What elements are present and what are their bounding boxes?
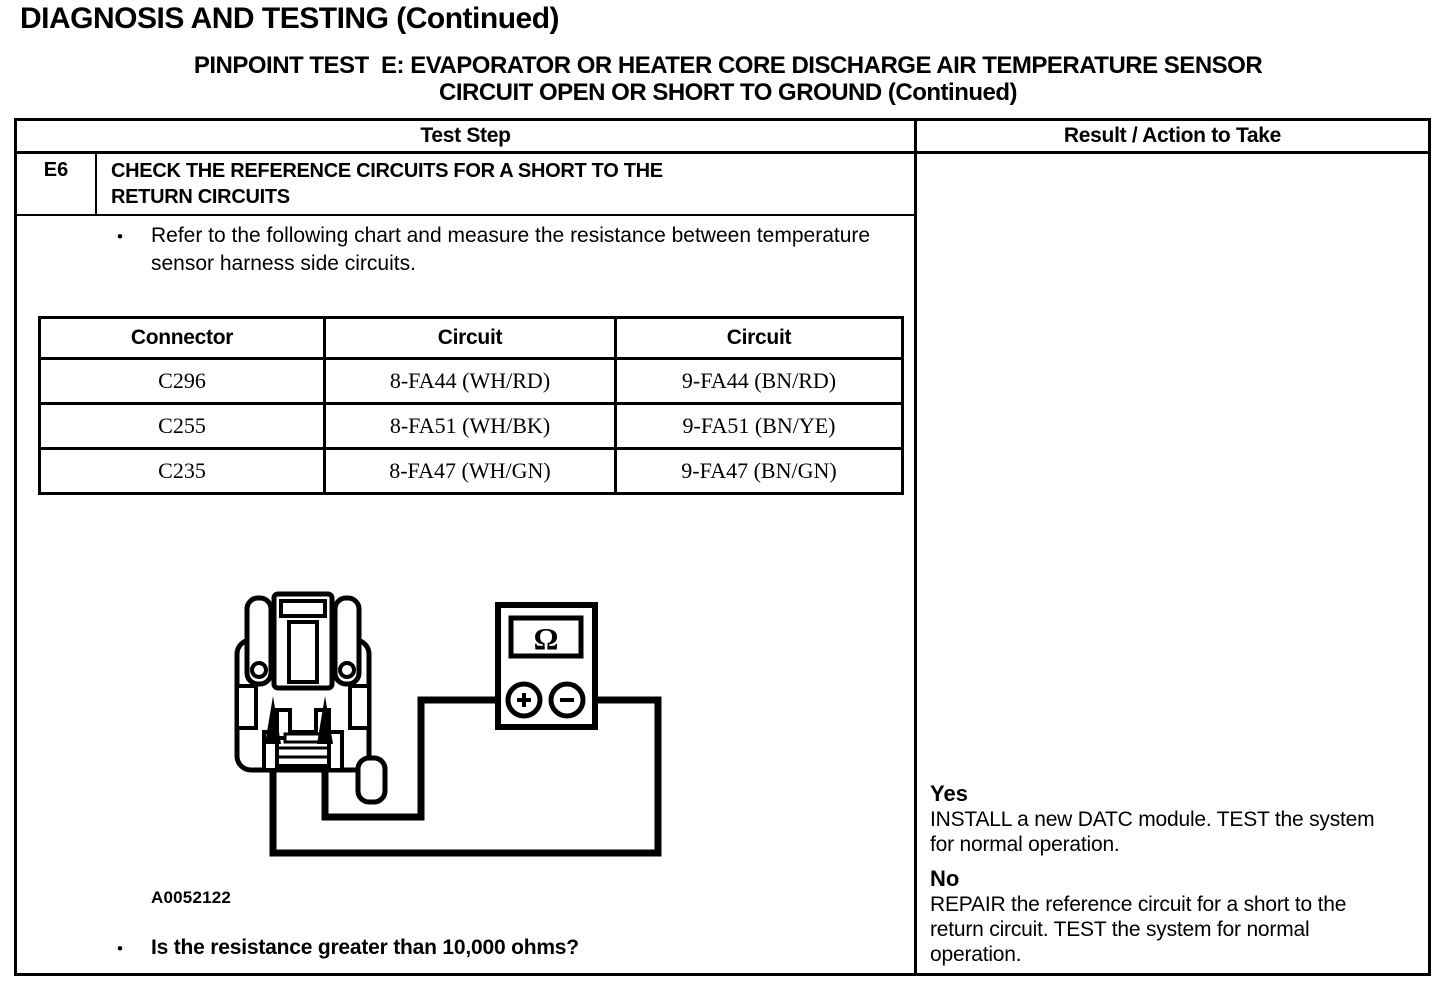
- chart-header-row: Connector Circuit Circuit: [38, 316, 904, 360]
- negative-lead-wire: [269, 696, 662, 857]
- instruction-item: • Refer to the following chart and measu…: [17, 222, 919, 278]
- question-text: Is the resistance greater than 10,000 oh…: [151, 936, 579, 959]
- no-label: No: [930, 866, 960, 891]
- test-probe-left: [265, 696, 281, 744]
- test-step-column: Test Step E6 CHECK THE REFERENCE CIRCUIT…: [17, 121, 917, 973]
- chart-header-circuit-1: Circuit: [323, 316, 617, 360]
- yes-label: Yes: [930, 781, 968, 806]
- measurement-diagram: Ω: [234, 591, 662, 857]
- result-body: Yes INSTALL a new DATC module. TEST the …: [917, 154, 1428, 973]
- test-probe-right: [317, 696, 333, 744]
- bullet-icon: •: [117, 227, 123, 246]
- section-title: PINPOINT TEST E: EVAPORATOR OR HEATER CO…: [0, 52, 1456, 106]
- step-heading-row: E6 CHECK THE REFERENCE CIRCUITS FOR A SH…: [17, 154, 914, 216]
- chart-cell: C296: [38, 357, 326, 405]
- bullet-icon: •: [117, 939, 123, 958]
- step-title: CHECK THE REFERENCE CIRCUITS FOR A SHORT…: [111, 160, 663, 208]
- resistance-chart: Connector Circuit Circuit C296 8-FA44 (W…: [38, 316, 904, 495]
- plus-icon: [517, 693, 531, 707]
- chart-cell: 9-FA44 (BN/RD): [614, 357, 904, 405]
- positive-lead-wire: [321, 696, 503, 821]
- ohm-symbol: Ω: [534, 621, 559, 656]
- instruction-text: Refer to the following chart and measure…: [151, 224, 871, 275]
- chart-header-connector: Connector: [38, 316, 326, 360]
- table-row: C235 8-FA47 (WH/GN) 9-FA47 (BN/GN): [38, 447, 904, 495]
- table-row: C296 8-FA44 (WH/RD) 9-FA44 (BN/RD): [38, 357, 904, 405]
- chart-cell: 8-FA44 (WH/RD): [323, 357, 617, 405]
- connector-diagram: [234, 591, 388, 805]
- ohmmeter: Ω: [495, 602, 598, 730]
- chart-cell: C235: [38, 447, 326, 495]
- table-row: C255 8-FA51 (WH/BK) 9-FA51 (BN/YE): [38, 402, 904, 450]
- no-action-text: REPAIR the reference circuit for a short…: [930, 893, 1347, 966]
- step-id: E6: [17, 154, 97, 214]
- chart-cell: 8-FA51 (WH/BK): [323, 402, 617, 450]
- chart-header-circuit-2: Circuit: [614, 316, 904, 360]
- result-header: Result / Action to Take: [917, 121, 1428, 154]
- question-item: • Is the resistance greater than 10,000 …: [17, 934, 919, 962]
- yes-action-text: INSTALL a new DATC module. TEST the syst…: [930, 808, 1375, 856]
- result-column: Result / Action to Take Yes INSTALL a ne…: [917, 121, 1428, 973]
- chart-cell: 8-FA47 (WH/GN): [323, 447, 617, 495]
- chart-cell: 9-FA51 (BN/YE): [614, 402, 904, 450]
- section-title-line2: CIRCUIT OPEN OR SHORT TO GROUND (Continu…: [438, 79, 1018, 106]
- chart-cell: 9-FA47 (BN/GN): [614, 447, 904, 495]
- figure-id-label: A0052122: [151, 888, 232, 907]
- chart-cell: C255: [38, 402, 326, 450]
- test-step-header: Test Step: [17, 121, 914, 154]
- page-title: DIAGNOSIS AND TESTING (Continued): [20, 2, 560, 35]
- step-body: • Refer to the following chart and measu…: [17, 216, 914, 973]
- test-lead-wires: [269, 696, 662, 857]
- test-probes: [265, 696, 333, 744]
- ohmmeter-display: [508, 615, 584, 659]
- section-title-line1: PINPOINT TEST E: EVAPORATOR OR HEATER CO…: [193, 52, 1263, 79]
- pinpoint-test-table: Test Step E6 CHECK THE REFERENCE CIRCUIT…: [14, 118, 1431, 976]
